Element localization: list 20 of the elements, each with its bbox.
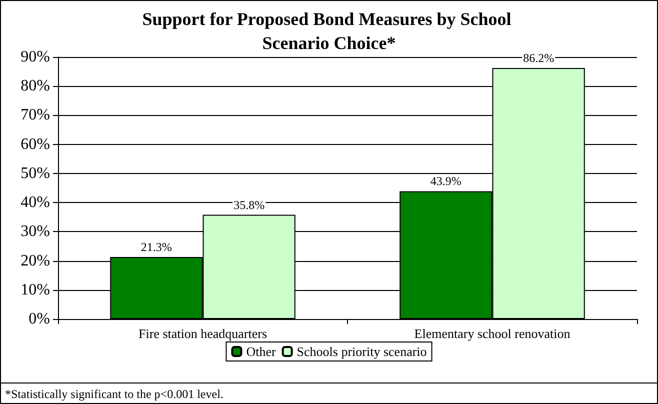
chart-title: Support for Proposed Bond Measures by School Scenario Choice* — [142, 9, 516, 53]
x-tick-label: Elementary school renovation — [414, 326, 571, 341]
y-tick-label: 60% — [20, 136, 50, 153]
data-label: 86.2% — [523, 51, 554, 66]
y-tick-label: 40% — [20, 194, 50, 212]
y-tick-label: 10% — [20, 281, 50, 298]
legend-label: Schools priority scenario — [296, 344, 427, 359]
text: *Statistically significant to the p<0.001 level. — [5, 387, 224, 401]
x-tick-label: Fire station headquarters — [138, 326, 268, 341]
data-label: 35.8% — [234, 198, 265, 212]
data-label: 21.3% — [140, 240, 172, 254]
y-tick-label: 50% — [20, 164, 50, 182]
y-tick-label: 90% — [20, 48, 50, 66]
y-tick-label: 20% — [20, 252, 50, 270]
y-tick-label: 30% — [20, 223, 50, 240]
y-tick-label: 0% — [28, 310, 50, 328]
y-tick-label: 70% — [20, 106, 50, 124]
data-label: 43.9% — [430, 174, 462, 188]
legend-label: Other — [246, 344, 276, 359]
y-tick-label: 80% — [20, 78, 50, 95]
